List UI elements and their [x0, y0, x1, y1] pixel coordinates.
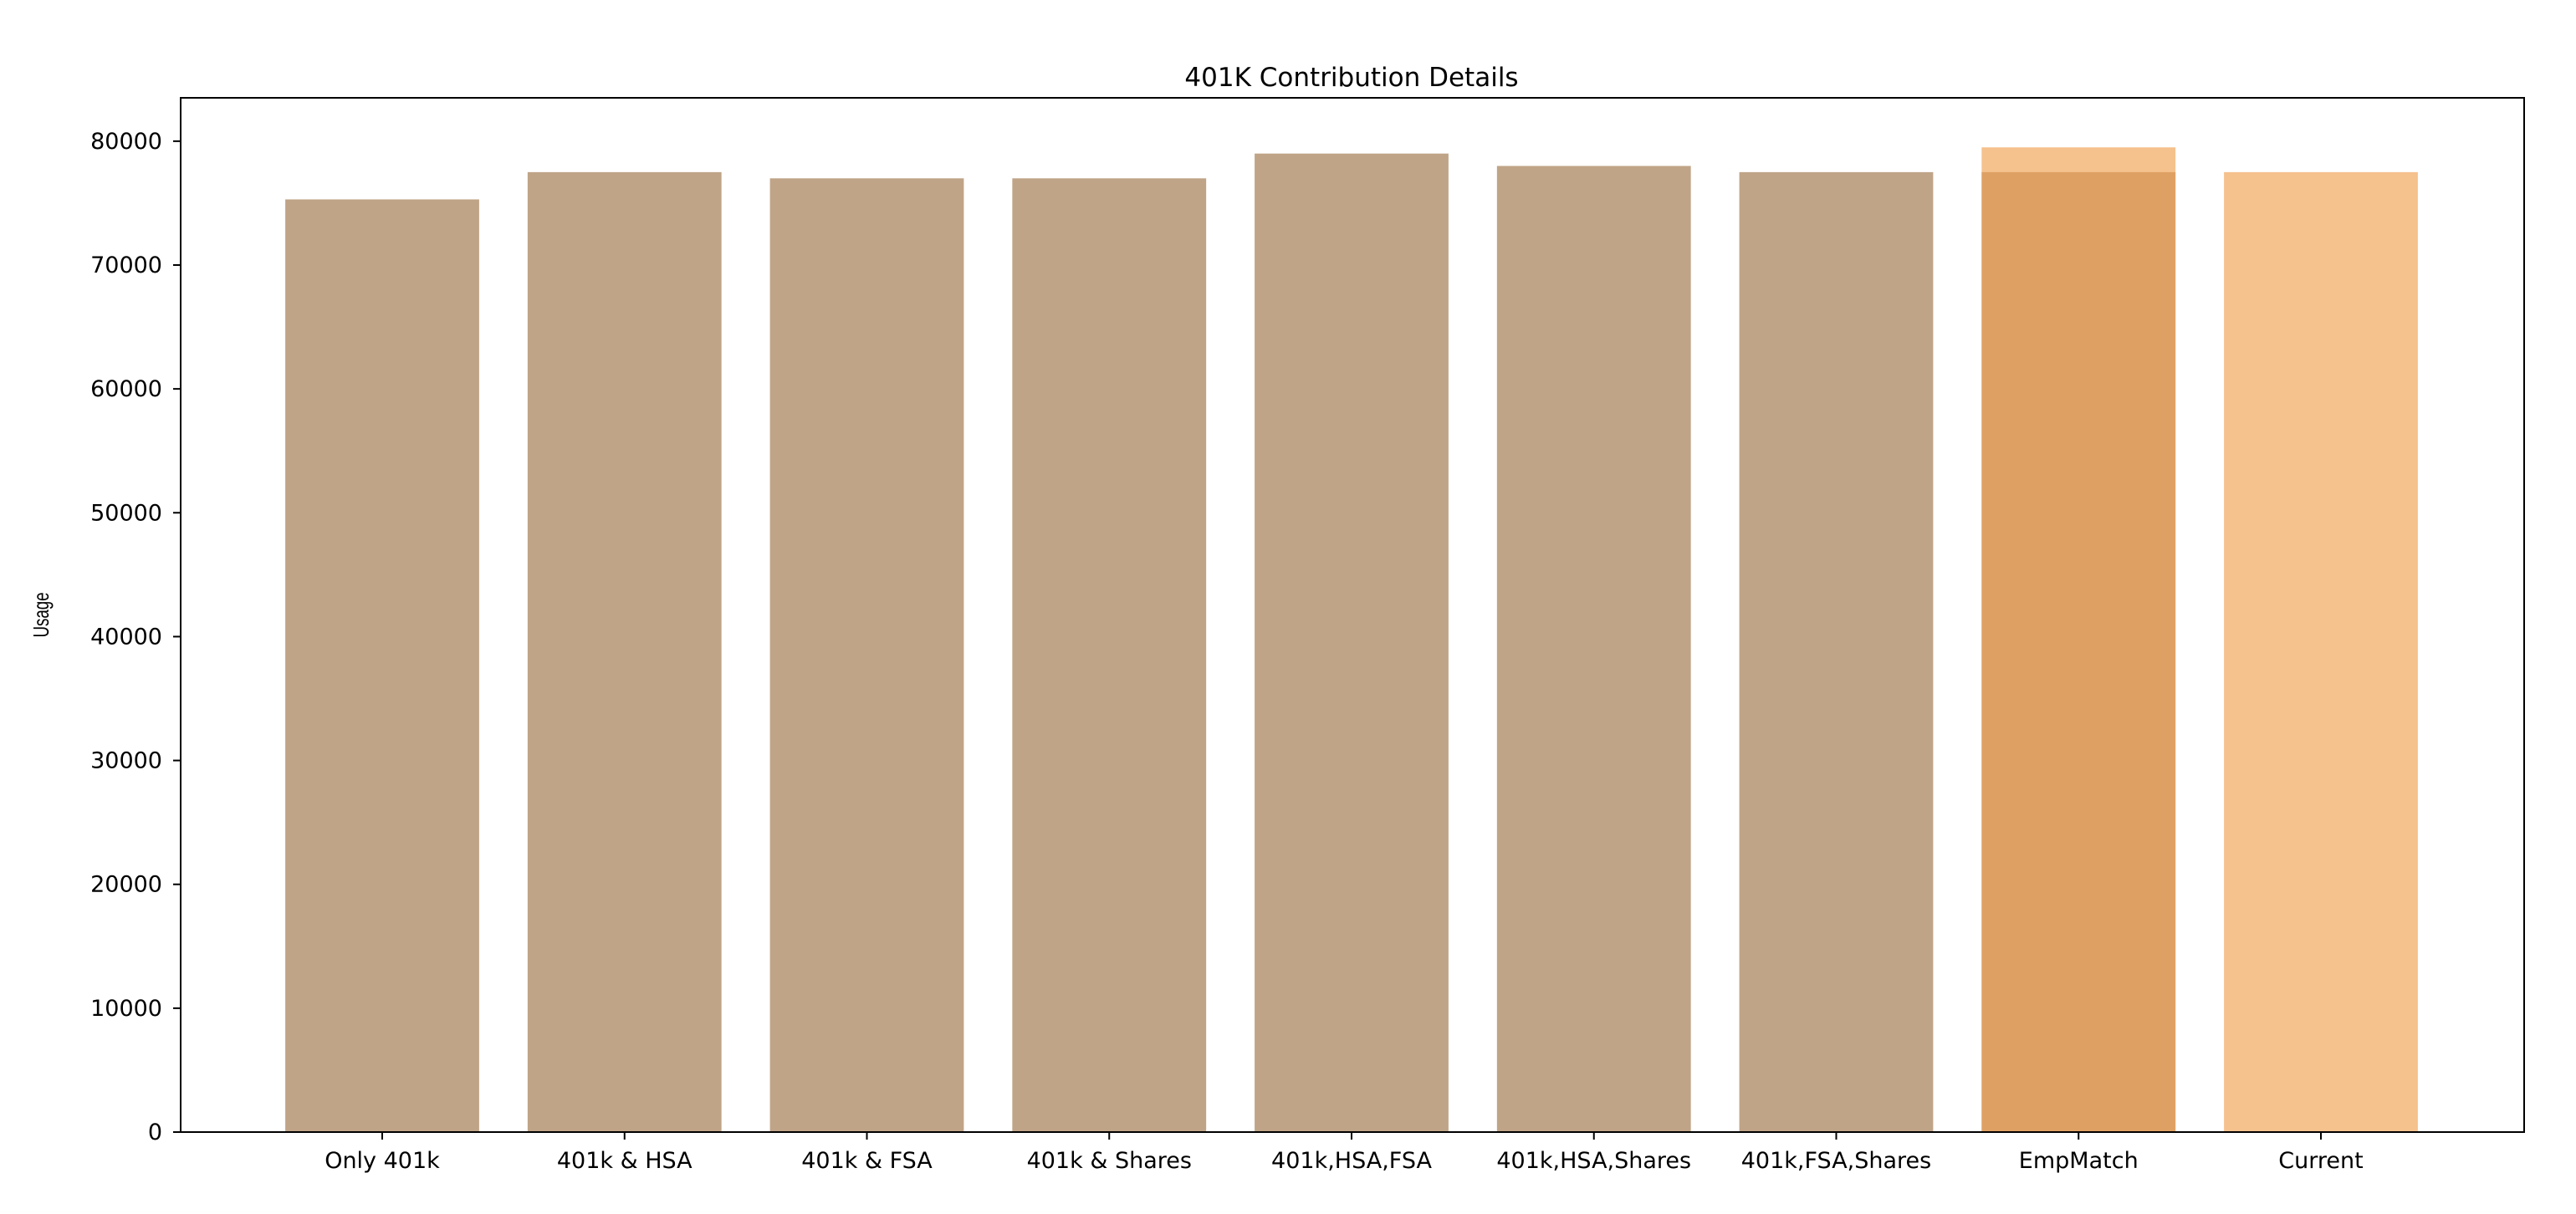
x-tick-label: 401k & HSA [557, 1148, 693, 1174]
x-tick-label: 401k & Shares [1027, 1148, 1192, 1174]
y-tick-label: 70000 [90, 252, 162, 278]
y-tick-label: 20000 [90, 872, 162, 898]
x-tick-label: 401k,HSA,Shares [1496, 1148, 1691, 1174]
x-tick-label: 401k,HSA,FSA [1271, 1148, 1432, 1174]
x-tick-label: Only 401k [325, 1148, 440, 1174]
x-tick-label: 401k,FSA,Shares [1741, 1148, 1931, 1174]
y-tick-label: 10000 [90, 996, 162, 1022]
bar-series1-5 [1496, 166, 1691, 1133]
x-tick-label: EmpMatch [2019, 1148, 2139, 1174]
y-tick-label: 60000 [90, 376, 162, 402]
bar-series2-7 [1981, 147, 2176, 1133]
bar-series1-1 [527, 171, 722, 1132]
x-axis-ticks: Only 401k 401k & HSA 401k & FSA 401k & Shar… [325, 1132, 2364, 1174]
y-tick-label: 80000 [90, 129, 162, 155]
bar-series1-2 [769, 178, 964, 1132]
bar-series2-8 [2224, 171, 2418, 1132]
bar-series1-3 [1012, 178, 1207, 1132]
y-axis-ticks: 0 10000 20000 30000 40000 50000 60000 70000 8000… [90, 129, 181, 1145]
x-tick-label: Current [2278, 1148, 2363, 1174]
bar-series1-0 [285, 199, 479, 1133]
y-tick-label: 40000 [90, 624, 162, 650]
y-axis-label: Usage [28, 592, 54, 637]
x-tick-label: 401k & FSA [801, 1148, 933, 1174]
y-tick-label: 50000 [90, 500, 162, 526]
bars-layer [285, 147, 2418, 1133]
bar-series1-4 [1255, 153, 1449, 1132]
bar-series1-6 [1739, 171, 1934, 1132]
y-tick-label: 30000 [90, 748, 162, 774]
y-tick-label: 0 [148, 1120, 162, 1145]
chart-title: 401K Contribution Details [1184, 63, 1518, 93]
